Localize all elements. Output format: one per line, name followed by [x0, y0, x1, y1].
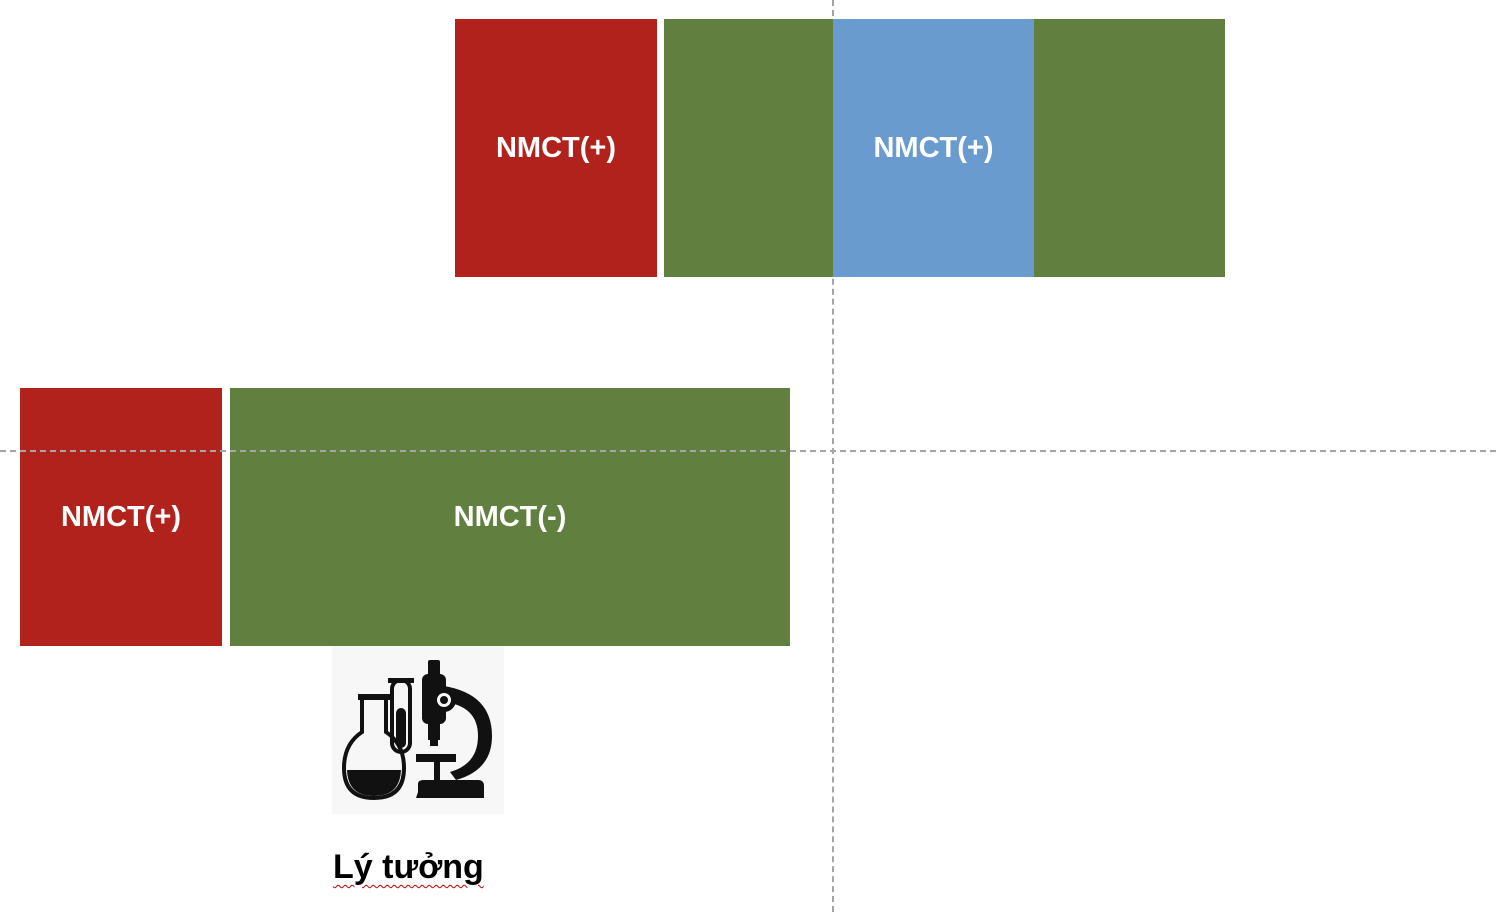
bottom-red-label: NMCT(+) [60, 500, 181, 533]
top-blue-label: NMCT(+) [873, 131, 994, 164]
top-green-right-box [1034, 19, 1225, 277]
caption-label: Lý tưởng [333, 848, 484, 886]
laboratory-icon [332, 646, 504, 814]
bottom-green-label: NMCT(-) [453, 500, 567, 533]
top-blue-box: NMCT(+) [833, 19, 1034, 277]
top-green-left-box [664, 19, 834, 277]
bottom-green-box: NMCT(-) [230, 388, 790, 646]
horizontal-guide-line [0, 450, 1496, 452]
top-red-box: NMCT(+) [455, 19, 657, 277]
top-red-label: NMCT(+) [495, 131, 616, 164]
vertical-guide-line [832, 0, 834, 912]
bottom-red-box: NMCT(+) [20, 388, 222, 646]
